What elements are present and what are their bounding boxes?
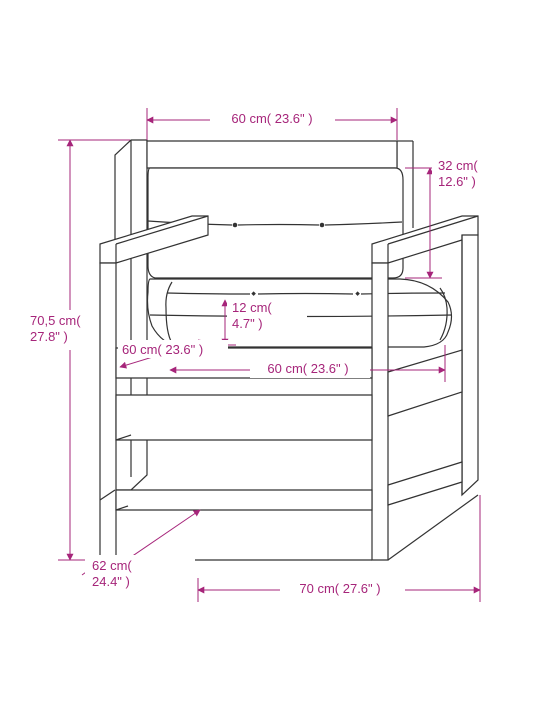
dim-top-width: 60 cm( 23.6" ) — [147, 108, 397, 140]
dim-front-width-label: 70 cm( 27.6" ) — [299, 581, 380, 596]
dim-front-width: 70 cm( 27.6" ) — [198, 495, 480, 602]
dim-top-width-label: 60 cm( 23.6" ) — [231, 111, 312, 126]
dim-seat-width-label: 60 cm( 23.6" ) — [267, 361, 348, 376]
dim-depth-label: 62 cm( 24.4" ) — [92, 558, 135, 589]
dim-seat-depth-left-label: 60 cm( 23.6" ) — [122, 342, 203, 357]
product-dimension-diagram: 60 cm( 23.6" ) 32 cm( 12.6" ) 70,5 cm( 2… — [0, 0, 540, 720]
dim-back-height: 32 cm( 12.6" ) — [405, 155, 502, 278]
dim-back-height-label: 32 cm( 12.6" ) — [438, 158, 481, 189]
